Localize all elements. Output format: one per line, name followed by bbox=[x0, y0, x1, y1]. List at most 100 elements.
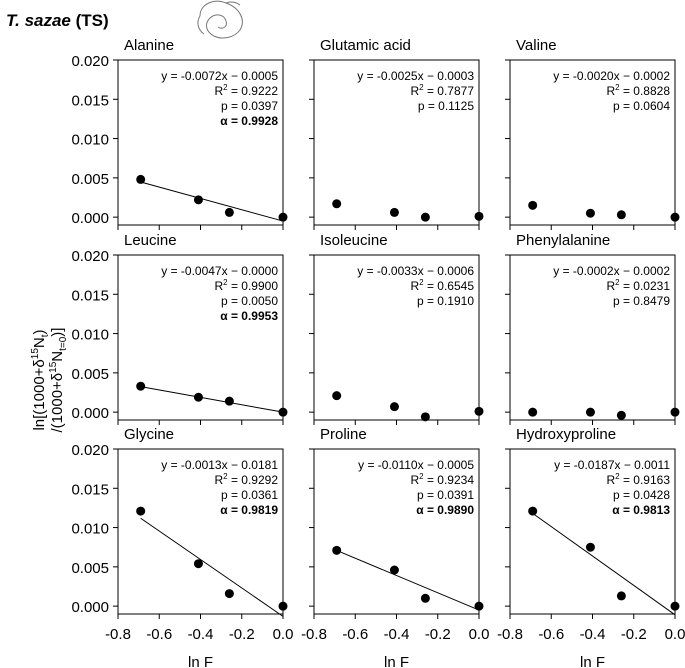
data-point bbox=[420, 212, 430, 222]
x-tick-label: -0.4 bbox=[580, 626, 606, 643]
r-squared-symbol: R bbox=[606, 84, 615, 98]
r-squared-symbol: R bbox=[214, 84, 223, 98]
x-tick-label: -0.6 bbox=[146, 626, 172, 643]
y-tick-label: 0.020 bbox=[71, 248, 109, 265]
r-squared-symbol: R bbox=[214, 279, 223, 293]
x-tick-label: 0.0 bbox=[665, 626, 685, 643]
y-tick-label: 0.020 bbox=[71, 442, 109, 459]
r-squared-value: = 0.0231 bbox=[620, 279, 671, 293]
y-tick-label: 0.015 bbox=[71, 481, 109, 498]
y-tick-label: 0.000 bbox=[71, 210, 109, 227]
r-squared-exponent: 2 bbox=[223, 83, 228, 92]
data-point bbox=[670, 601, 680, 611]
y-tick-label: 0.015 bbox=[71, 287, 109, 304]
data-point bbox=[278, 601, 288, 611]
r-squared-symbol: R bbox=[606, 473, 615, 487]
r-squared-exponent: 2 bbox=[419, 278, 424, 287]
r-squared: R2 = 0.7877 bbox=[410, 83, 474, 98]
r-squared-exponent: 2 bbox=[615, 472, 620, 481]
p-value: p = 0.0391 bbox=[417, 488, 474, 502]
regression-equation: y = -0.0002x − 0.0002 bbox=[553, 264, 670, 278]
data-point bbox=[616, 210, 626, 220]
r-squared-symbol: R bbox=[410, 473, 419, 487]
y-tick-label: 0.015 bbox=[71, 92, 109, 109]
x-tick-label: -0.2 bbox=[425, 626, 451, 643]
r-squared: R2 = 0.9222 bbox=[214, 83, 278, 98]
data-point bbox=[332, 545, 342, 555]
x-tick-label: 0.0 bbox=[469, 626, 490, 643]
regression-line bbox=[532, 512, 676, 616]
alpha-value: α = 0.9813 bbox=[612, 503, 670, 517]
panel-title: Isoleucine bbox=[320, 232, 388, 249]
r-squared-value: = 0.9234 bbox=[424, 473, 475, 487]
data-point bbox=[585, 542, 595, 552]
y-axis-label-line2: /(1000+δ15Nt=0)] bbox=[48, 328, 69, 433]
x-tick-label: -0.6 bbox=[538, 626, 564, 643]
panel-title: Alanine bbox=[124, 37, 174, 54]
r-squared-exponent: 2 bbox=[419, 472, 424, 481]
title-code: (TS) bbox=[71, 11, 109, 30]
p-value: p = 0.0604 bbox=[613, 99, 670, 113]
y-axis-label: ln[(1000+δ15Nt) /(1000+δ15Nt=0)] bbox=[30, 328, 69, 433]
r-squared-value: = 0.7877 bbox=[424, 84, 475, 98]
p-value: p = 0.0428 bbox=[613, 488, 670, 502]
data-point bbox=[389, 207, 399, 217]
p-value: p = 0.1125 bbox=[418, 99, 474, 113]
regression-equation: y = -0.0072x − 0.0005 bbox=[161, 69, 278, 83]
regression-equation: y = -0.0187x − 0.0011 bbox=[554, 458, 670, 472]
r-squared: R2 = 0.0231 bbox=[606, 278, 670, 293]
alpha-value: α = 0.9819 bbox=[220, 503, 278, 517]
panel-title: Phenylalanine bbox=[516, 232, 610, 249]
alpha-value: α = 0.9928 bbox=[220, 114, 278, 128]
data-point bbox=[278, 407, 288, 417]
data-point bbox=[224, 589, 234, 599]
r-squared-exponent: 2 bbox=[223, 472, 228, 481]
figure-title: T. sazae (TS) bbox=[6, 11, 109, 30]
regression-equation: y = -0.0110x − 0.0005 bbox=[358, 458, 474, 472]
panel-title: Glycine bbox=[124, 426, 174, 443]
r-squared: R2 = 0.6545 bbox=[410, 278, 474, 293]
data-point bbox=[193, 559, 203, 569]
panel-title: Leucine bbox=[124, 232, 177, 249]
x-tick-label: -0.2 bbox=[621, 626, 647, 643]
data-point bbox=[616, 591, 626, 601]
r-squared: R2 = 0.9292 bbox=[214, 472, 278, 487]
regression-line bbox=[140, 386, 284, 413]
r-squared-symbol: R bbox=[410, 279, 419, 293]
data-point bbox=[585, 407, 595, 417]
data-point bbox=[224, 396, 234, 406]
panel-title: Glutamic acid bbox=[320, 37, 411, 54]
y-tick-label: 0.005 bbox=[71, 366, 109, 383]
y-tick-label: 0.005 bbox=[71, 171, 109, 188]
y-tick-label: 0.010 bbox=[71, 521, 109, 538]
y-axis-label-line1: ln[(1000+δ15Nt) bbox=[30, 329, 51, 430]
data-point bbox=[528, 407, 538, 417]
regression-equation: y = -0.0025x − 0.0003 bbox=[357, 69, 474, 83]
data-point bbox=[332, 199, 342, 209]
r-squared-value: = 0.9222 bbox=[228, 84, 279, 98]
data-point bbox=[136, 174, 146, 184]
data-point bbox=[193, 195, 203, 205]
x-tick-label: -0.8 bbox=[497, 626, 523, 643]
r-squared: R2 = 0.9900 bbox=[214, 278, 278, 293]
y-tick-label: 0.000 bbox=[71, 599, 109, 616]
r-squared-exponent: 2 bbox=[419, 83, 424, 92]
r-squared-symbol: R bbox=[410, 84, 419, 98]
data-point bbox=[136, 506, 146, 516]
r-squared-value: = 0.8828 bbox=[620, 84, 671, 98]
r-squared-exponent: 2 bbox=[615, 278, 620, 287]
data-point bbox=[420, 593, 430, 603]
data-point bbox=[224, 207, 234, 217]
data-point bbox=[389, 565, 399, 575]
alpha-value: α = 0.9953 bbox=[220, 309, 278, 323]
data-point bbox=[528, 200, 538, 210]
x-tick-label: 0.0 bbox=[273, 626, 294, 643]
y-tick-label: 0.000 bbox=[71, 405, 109, 422]
